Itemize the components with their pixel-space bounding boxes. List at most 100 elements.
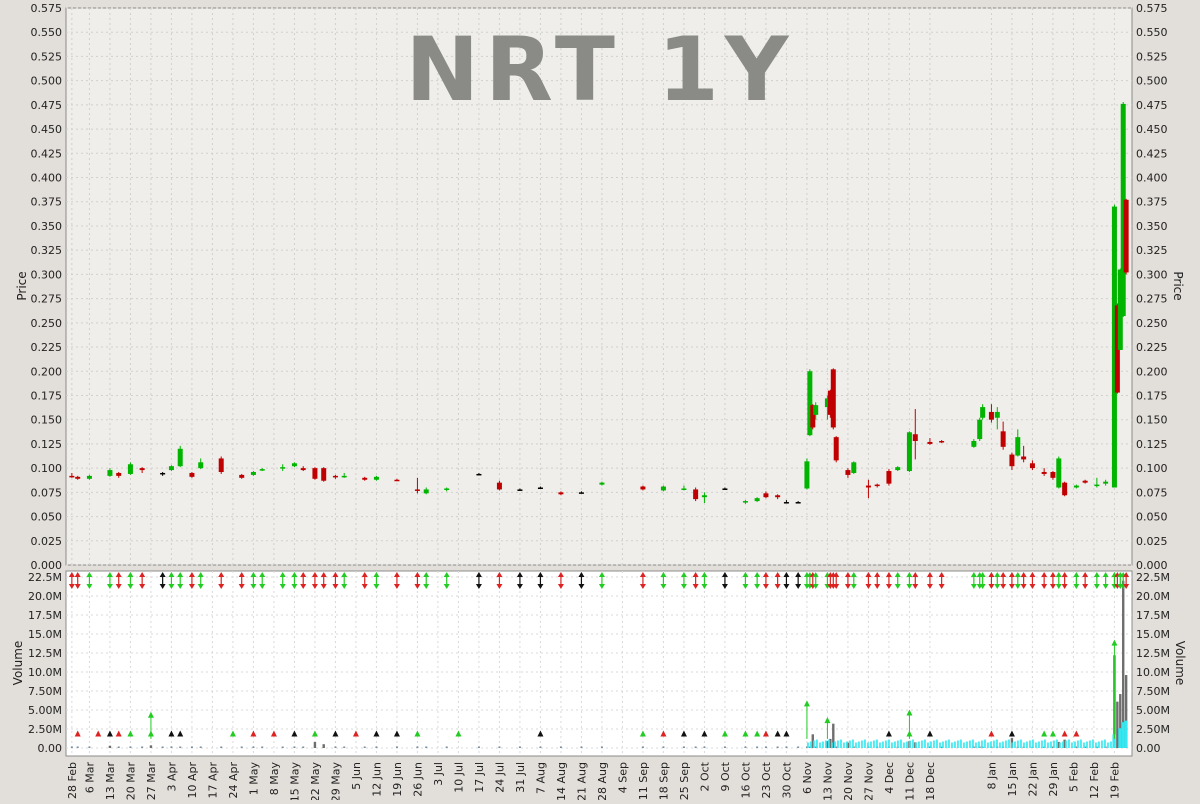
marker-up-head bbox=[516, 572, 523, 577]
average-volume-bar bbox=[866, 742, 869, 748]
marker-down-head bbox=[1000, 584, 1007, 589]
date-axis: 28 Feb 6 Mar 13 Mar 20 Mar 27 Mar 3 Apr 10 Apr… bbox=[66, 761, 1122, 802]
average-volume-bar bbox=[848, 740, 851, 748]
price-tick-label: 0.225 bbox=[1136, 341, 1168, 354]
average-volume-bar bbox=[836, 740, 839, 748]
marker-up-head bbox=[970, 572, 977, 577]
candle-body bbox=[660, 486, 666, 491]
average-volume-bar bbox=[1094, 742, 1097, 748]
price-candle bbox=[763, 491, 769, 499]
date-tick-label: 4 Dec bbox=[883, 762, 896, 794]
average-volume-bar bbox=[1091, 739, 1094, 748]
average-volume-bar bbox=[809, 741, 812, 748]
average-volume-bar bbox=[821, 741, 824, 748]
marker-up-head bbox=[537, 572, 544, 577]
average-volume-bar bbox=[878, 742, 881, 748]
direction-marker bbox=[850, 572, 857, 589]
date-tick-label: 19 Feb bbox=[1108, 762, 1121, 799]
average-volume-bar bbox=[1016, 740, 1019, 748]
price-axis-right: 0.000 0.025 0.050 0.075 0.100 0.125 0.150 0.175… bbox=[1136, 2, 1168, 572]
price-candle bbox=[754, 497, 760, 503]
marker-down-head bbox=[68, 584, 75, 589]
price-candle bbox=[795, 501, 801, 504]
average-volume-bar bbox=[1013, 741, 1016, 748]
direction-marker bbox=[86, 572, 93, 589]
marker-down-head bbox=[332, 584, 339, 589]
direction-marker bbox=[894, 572, 901, 589]
average-volume-bar bbox=[869, 741, 872, 748]
volume-bar-small bbox=[190, 746, 193, 748]
average-volume-bar bbox=[998, 742, 1001, 748]
price-candle bbox=[830, 368, 836, 430]
price-tick-label: 0.350 bbox=[1136, 220, 1168, 233]
date-tick-label: 11 Dec bbox=[903, 762, 916, 800]
date-tick-label: 13 Nov bbox=[821, 762, 834, 800]
marker-down-head bbox=[812, 584, 819, 589]
volume-bar bbox=[1119, 694, 1122, 748]
marker-down-head bbox=[537, 584, 544, 589]
average-volume-bar bbox=[1076, 740, 1079, 748]
average-volume-bar bbox=[1043, 739, 1046, 748]
price-axis-left: 0.000 0.025 0.050 0.075 0.100 0.125 0.150 0.175… bbox=[31, 2, 63, 572]
candle-body bbox=[912, 434, 918, 442]
volume-bar bbox=[1116, 701, 1119, 748]
direction-marker bbox=[994, 572, 1001, 589]
marker-down-head bbox=[742, 584, 749, 589]
candle-body bbox=[865, 485, 871, 488]
price-candle bbox=[558, 491, 564, 496]
event-marker bbox=[414, 730, 421, 737]
price-candle bbox=[783, 500, 789, 504]
event-marker bbox=[1061, 730, 1068, 737]
direction-marker bbox=[874, 572, 881, 589]
price-tick-label: 0.175 bbox=[1136, 389, 1168, 402]
marker-up-head bbox=[850, 572, 857, 577]
marker-down-head bbox=[874, 584, 881, 589]
volume-tick-label: 7.50M bbox=[28, 685, 62, 698]
volume-bar-small bbox=[363, 746, 366, 748]
volume-bar-small bbox=[940, 746, 943, 748]
direction-marker bbox=[332, 572, 339, 589]
date-tick-label: 27 Nov bbox=[862, 762, 875, 800]
marker-down-head bbox=[1029, 584, 1036, 589]
candle-body bbox=[578, 492, 584, 494]
marker-up-head bbox=[250, 572, 257, 577]
price-candle bbox=[362, 476, 368, 481]
direction-markers bbox=[68, 572, 1130, 739]
average-volume-bar bbox=[1118, 728, 1122, 748]
price-tick-label: 0.450 bbox=[31, 123, 63, 136]
volume-bar bbox=[811, 734, 814, 748]
marker-up-head bbox=[926, 572, 933, 577]
volume-bar bbox=[1122, 580, 1125, 748]
marker-up-head bbox=[994, 572, 1001, 577]
volume-bar-small bbox=[170, 746, 173, 748]
average-volume-bar bbox=[1025, 741, 1028, 748]
marker-down-head bbox=[1082, 584, 1089, 589]
direction-marker bbox=[742, 572, 749, 589]
direction-marker bbox=[177, 572, 184, 589]
candle-body bbox=[75, 476, 81, 479]
price-tick-label: 0.525 bbox=[31, 50, 63, 63]
volume-tick-label: 22.5M bbox=[28, 571, 62, 584]
event-marker bbox=[250, 730, 257, 737]
average-volume-bar bbox=[893, 741, 896, 748]
direction-marker bbox=[783, 572, 790, 589]
average-volume-bar bbox=[884, 740, 887, 748]
candle-body bbox=[874, 484, 880, 487]
price-tick-label: 0.475 bbox=[31, 99, 63, 112]
marker-up-head bbox=[578, 572, 585, 577]
candle-body bbox=[373, 476, 379, 480]
marker-up-head bbox=[833, 572, 840, 577]
volume-bar-small bbox=[559, 746, 562, 748]
date-tick-label: 20 Nov bbox=[842, 762, 855, 800]
signal-arrow bbox=[1111, 639, 1118, 739]
price-candle bbox=[1015, 429, 1021, 457]
marker-up-head bbox=[291, 572, 298, 577]
direction-marker bbox=[774, 572, 781, 589]
price-candle bbox=[1120, 101, 1126, 318]
candle-body bbox=[845, 470, 851, 475]
marker-down-head bbox=[865, 584, 872, 589]
marker-down-head bbox=[139, 584, 146, 589]
marker-down-head bbox=[692, 584, 699, 589]
volume-bar-small bbox=[161, 746, 164, 748]
